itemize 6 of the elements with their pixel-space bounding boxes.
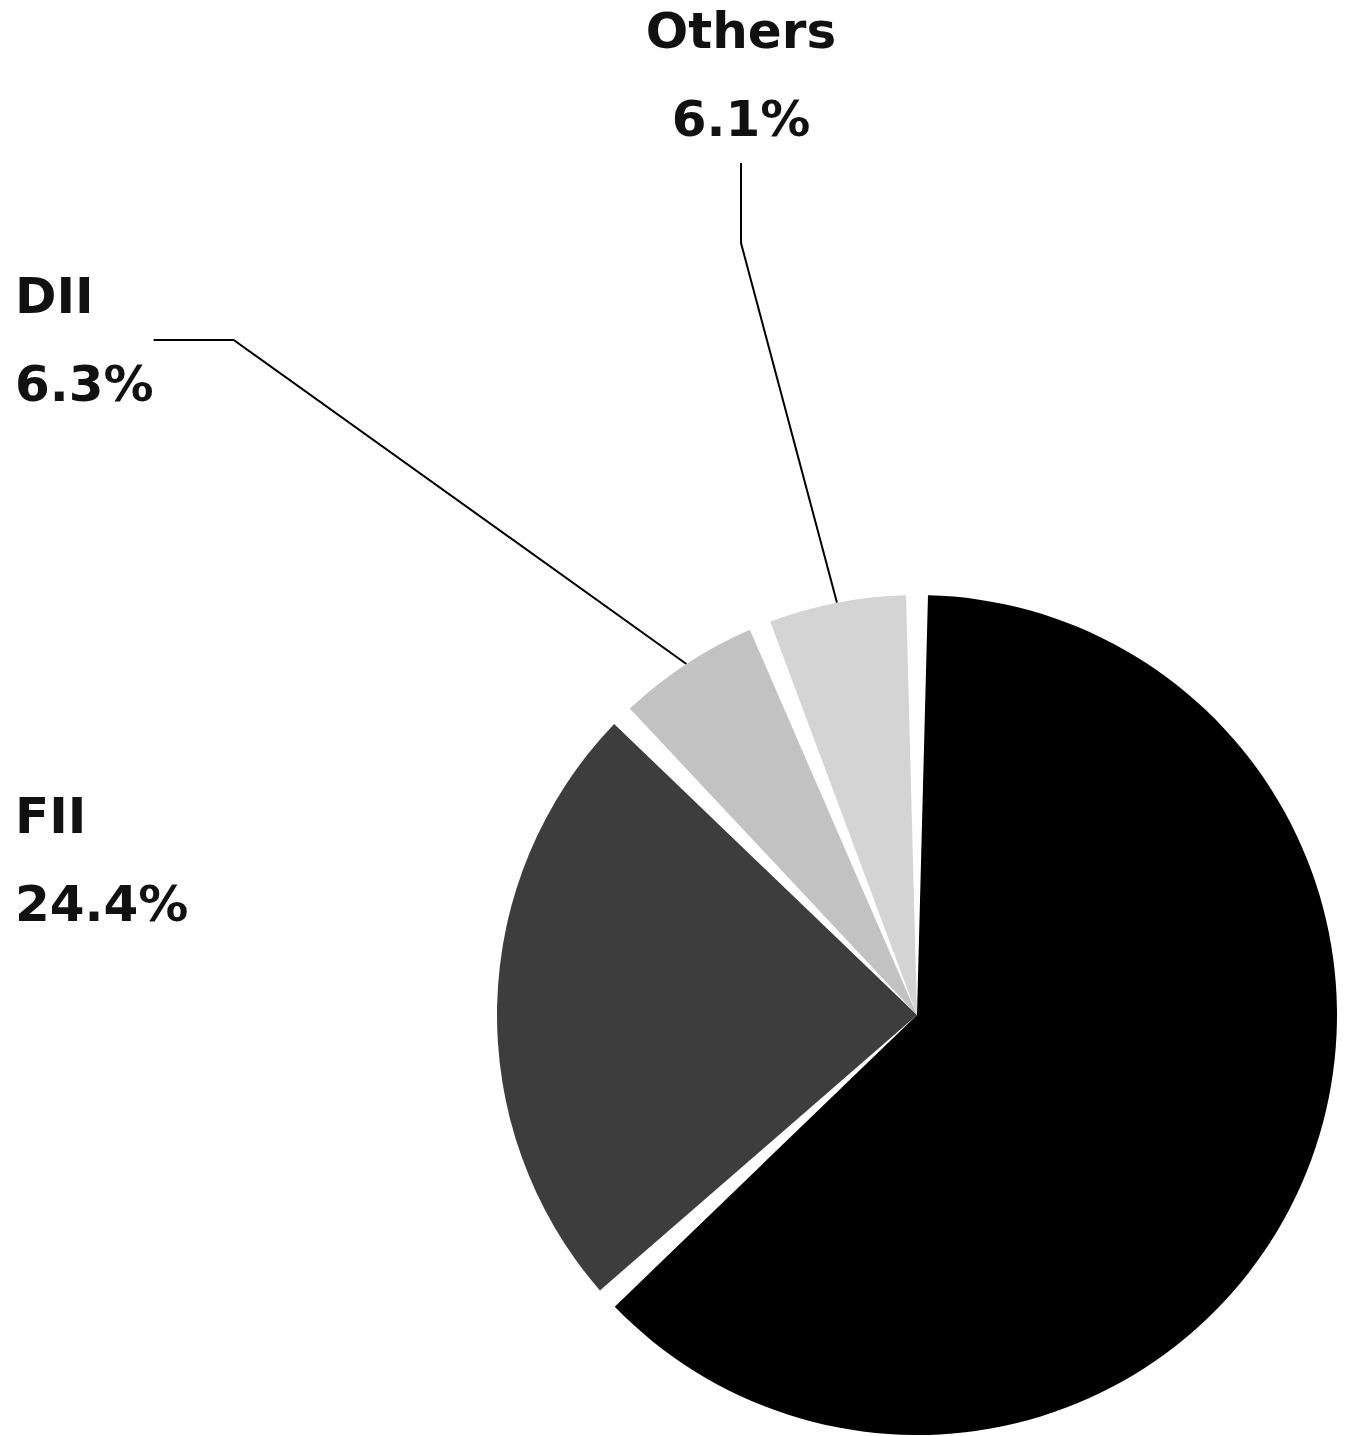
slice-label: DII	[15, 267, 94, 325]
data-label: 6.1%	[671, 90, 811, 148]
slice-label: Others	[645, 2, 837, 60]
slice-label: FII	[15, 787, 87, 845]
data-label: 6.3%	[15, 355, 154, 413]
data-label: 24.4%	[15, 875, 189, 933]
